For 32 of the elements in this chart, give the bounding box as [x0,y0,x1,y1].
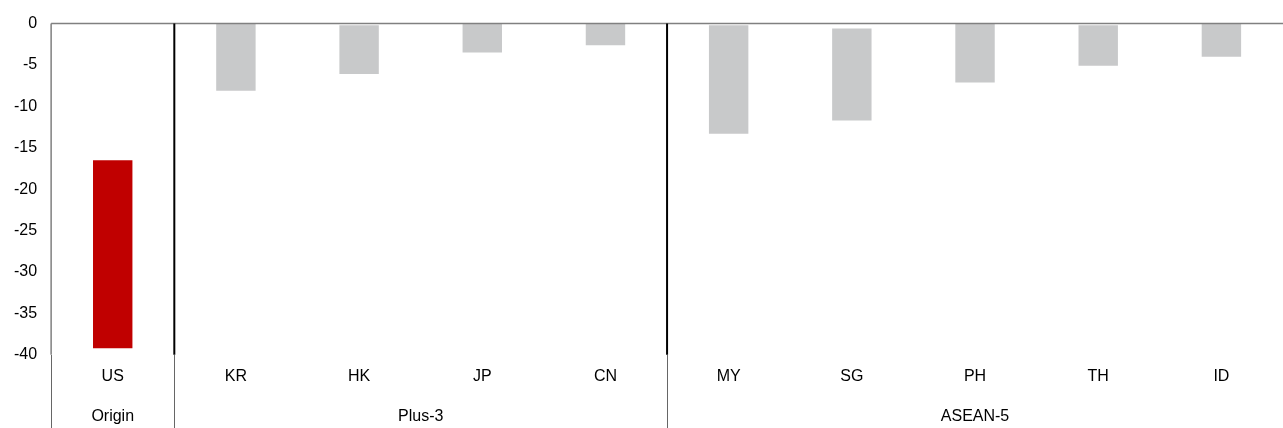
y-tick-label: -35 [14,303,38,321]
y-tick-label: -40 [14,345,38,363]
bar [585,23,626,46]
text: ASEAN-5 [940,407,1010,425]
x-tick-label: HK [347,366,371,384]
bar [216,23,256,91]
bar [832,28,872,121]
bar [339,25,379,75]
text: Origin [91,407,135,425]
x-tick-label: US [101,366,124,384]
x-tick-label: MY [716,366,741,384]
y-tick-label: -15 [14,138,38,156]
y-tick-label: -5 [22,55,38,73]
y-tick-label: -30 [14,262,38,280]
x-tick-label: CN [593,366,618,384]
bar [462,23,502,53]
y-tick-label: -25 [14,221,38,239]
bar [1078,25,1118,66]
bar [1201,23,1242,57]
bar [955,23,995,83]
text: Plus-3 [398,407,444,425]
x-tick-label: KR [224,366,248,384]
y-tick-label: -20 [14,179,38,197]
bar [93,160,133,349]
bar [708,25,749,134]
x-tick-label: SG [840,366,864,384]
y-tick-label: 0 [28,14,38,32]
x-tick-label: PH [963,366,987,384]
x-tick-label: TH [1087,366,1109,384]
x-tick-label: ID [1213,366,1230,384]
x-tick-label: JP [472,366,492,384]
y-tick-label: -10 [14,96,38,114]
